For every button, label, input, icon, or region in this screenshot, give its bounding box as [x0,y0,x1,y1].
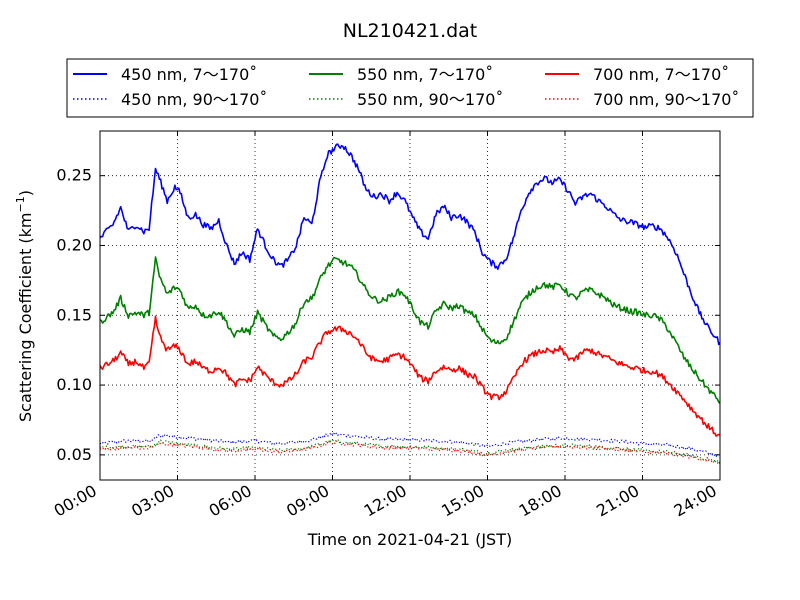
axis-ticks: 00:00 03:00 06:00 09:00 12:00 15:00 18:00 21:00… [51,131,721,521]
x-axis-label: Time on 2021-04-21 (JST) [307,530,512,549]
legend-label: 450 nm, 90～170˚ [121,90,267,109]
chart-title: NL210421.dat [343,20,478,42]
legend-label: 550 nm, 90～170˚ [357,90,503,109]
y-tick-label: 0.05 [56,445,92,464]
y-tick-label: 0.15 [56,305,92,324]
legend-label: 550 nm, 7～170˚ [357,65,493,84]
legend: 450 nm, 7～170˚ 550 nm, 7～170˚ 700 nm, 7～17… [66,58,754,118]
data-series [99,143,721,465]
x-tick-label: 15:00 [438,481,487,521]
legend-label: 450 nm, 7～170˚ [121,65,257,84]
x-tick-label: 24:00 [671,481,720,521]
legend-label: 700 nm, 7～170˚ [593,65,729,84]
series-line [99,143,721,346]
y-axis-label-exponent: −1 [14,196,27,212]
x-tick-label: 09:00 [283,481,332,521]
y-axis-label: Scattering Coefficient (km−1) [14,190,35,422]
y-axis-label-close: ) [16,190,35,196]
series-line [99,432,721,458]
series-line [99,440,721,465]
x-tick-label: 18:00 [516,481,565,521]
y-tick-label: 0.20 [56,235,92,254]
x-tick-label: 03:00 [128,481,177,521]
series-line [99,256,721,404]
legend-box [66,58,754,118]
x-tick-label: 21:00 [593,481,642,521]
y-tick-label: 0.25 [56,166,92,185]
x-tick-label: 12:00 [361,481,410,521]
grid-lines [100,131,720,480]
y-tick-label: 0.10 [56,375,92,394]
x-tick-label: 06:00 [206,481,255,521]
series-line [99,439,721,464]
legend-label: 700 nm, 90～170˚ [593,90,739,109]
series-line [99,315,721,437]
x-tick-label: 00:00 [51,481,100,521]
y-axis-label-main: Scattering Coefficient (km [16,212,35,422]
